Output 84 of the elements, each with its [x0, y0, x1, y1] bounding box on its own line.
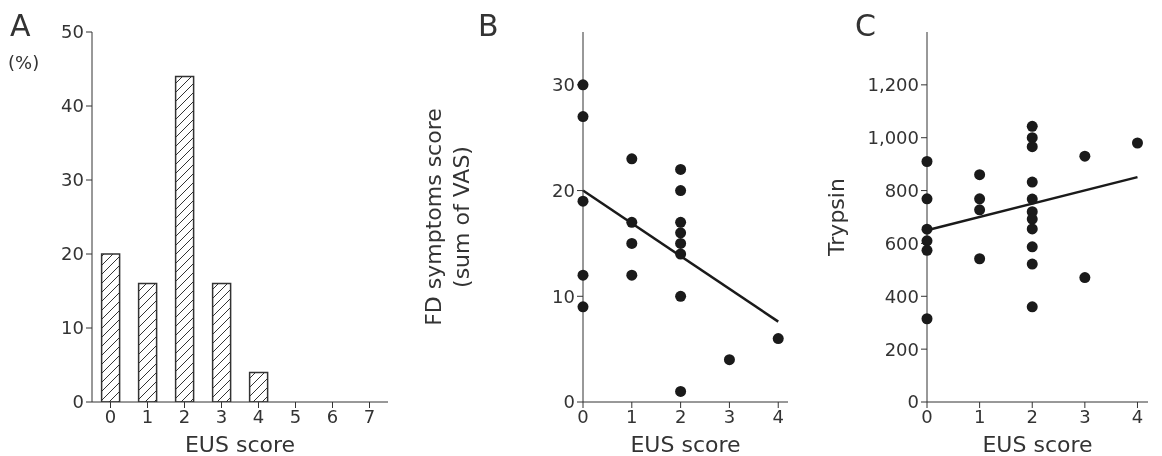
- y-tick-label: 0: [72, 391, 84, 413]
- point: [626, 153, 638, 165]
- x-tick-label: 5: [289, 405, 302, 427]
- x-tick-label: 4: [252, 405, 265, 427]
- x-tick-label: 3: [1079, 405, 1091, 427]
- y-axis-title: (%): [8, 52, 40, 73]
- x-tick-label: 4: [772, 405, 784, 427]
- point: [675, 290, 687, 302]
- point: [974, 193, 986, 205]
- x-tick-label: 1: [626, 405, 638, 427]
- y-tick-label: 10: [61, 317, 84, 339]
- point: [921, 313, 933, 325]
- x-tick-label: 2: [1026, 405, 1038, 427]
- point: [626, 237, 638, 249]
- x-axis-title: EUS score: [630, 432, 741, 456]
- y-tick-label: 600: [884, 232, 919, 254]
- x-tick-label: 0: [104, 405, 117, 427]
- x-tick-label: 0: [921, 405, 933, 427]
- point: [1026, 258, 1038, 270]
- point: [675, 227, 687, 239]
- y-tick-label: 20: [552, 179, 575, 201]
- x-tick-label: 3: [723, 405, 736, 427]
- point: [577, 79, 589, 91]
- point: [626, 269, 638, 281]
- x-tick-label: 2: [674, 405, 687, 427]
- point: [577, 111, 589, 123]
- point: [1026, 301, 1038, 313]
- point: [675, 248, 687, 260]
- x-axis-title: EUS score: [184, 432, 296, 456]
- y-tick-label: 1,000: [867, 127, 919, 149]
- y-tick-label: 30: [552, 74, 575, 96]
- point: [921, 156, 933, 167]
- point: [772, 333, 784, 345]
- point: [974, 253, 986, 265]
- point: [577, 301, 589, 313]
- x-axis-title: EUS score: [982, 432, 1093, 456]
- x-tick-label: 6: [326, 405, 339, 427]
- point: [974, 169, 986, 181]
- point: [974, 204, 986, 216]
- y-tick-label: 20: [61, 243, 84, 265]
- point: [921, 193, 933, 205]
- point: [921, 244, 933, 256]
- point: [1026, 193, 1038, 205]
- y-tick-label: 30: [61, 169, 84, 191]
- y-tick-label: 1,200: [867, 74, 919, 96]
- y-tick-label: 400: [884, 285, 919, 307]
- point: [675, 385, 687, 397]
- point: [1026, 141, 1038, 153]
- y-tick-label: 10: [552, 285, 575, 307]
- x-tick-label: 1: [141, 405, 154, 427]
- point: [1079, 150, 1091, 162]
- x-tick-label: 4: [1131, 405, 1144, 427]
- point: [577, 269, 589, 281]
- chart-title: C: [855, 8, 876, 43]
- x-tick-label: 1: [973, 405, 986, 427]
- x-tick-label: 2: [178, 405, 191, 427]
- point: [1079, 272, 1091, 284]
- point: [723, 354, 735, 366]
- point: [1026, 241, 1038, 253]
- point: [626, 216, 638, 228]
- y-tick-label: 0: [563, 391, 575, 413]
- point: [1026, 120, 1038, 132]
- point: [577, 195, 589, 207]
- y-tick-label: 50: [61, 21, 84, 43]
- y-axis-title: FD symptoms score (sum of VAS): [421, 108, 474, 326]
- point: [1026, 176, 1038, 188]
- point: [675, 185, 687, 197]
- point: [675, 237, 687, 249]
- y-tick-label: 200: [884, 338, 919, 360]
- x-tick-label: 3: [215, 405, 228, 427]
- chart-title: A: [10, 8, 31, 43]
- y-tick-label: 800: [884, 179, 919, 201]
- x-tick-label: 0: [577, 405, 589, 427]
- point: [921, 223, 933, 235]
- chart-title: B: [478, 8, 499, 43]
- point: [1026, 223, 1038, 235]
- point: [675, 216, 687, 228]
- point: [675, 163, 687, 175]
- point: [1026, 132, 1038, 144]
- y-tick-label: 0: [907, 391, 919, 413]
- point: [1131, 137, 1143, 149]
- y-axis-title: Trypsin: [824, 178, 849, 257]
- x-tick-label: 7: [363, 405, 376, 427]
- y-tick-label: 40: [61, 95, 84, 117]
